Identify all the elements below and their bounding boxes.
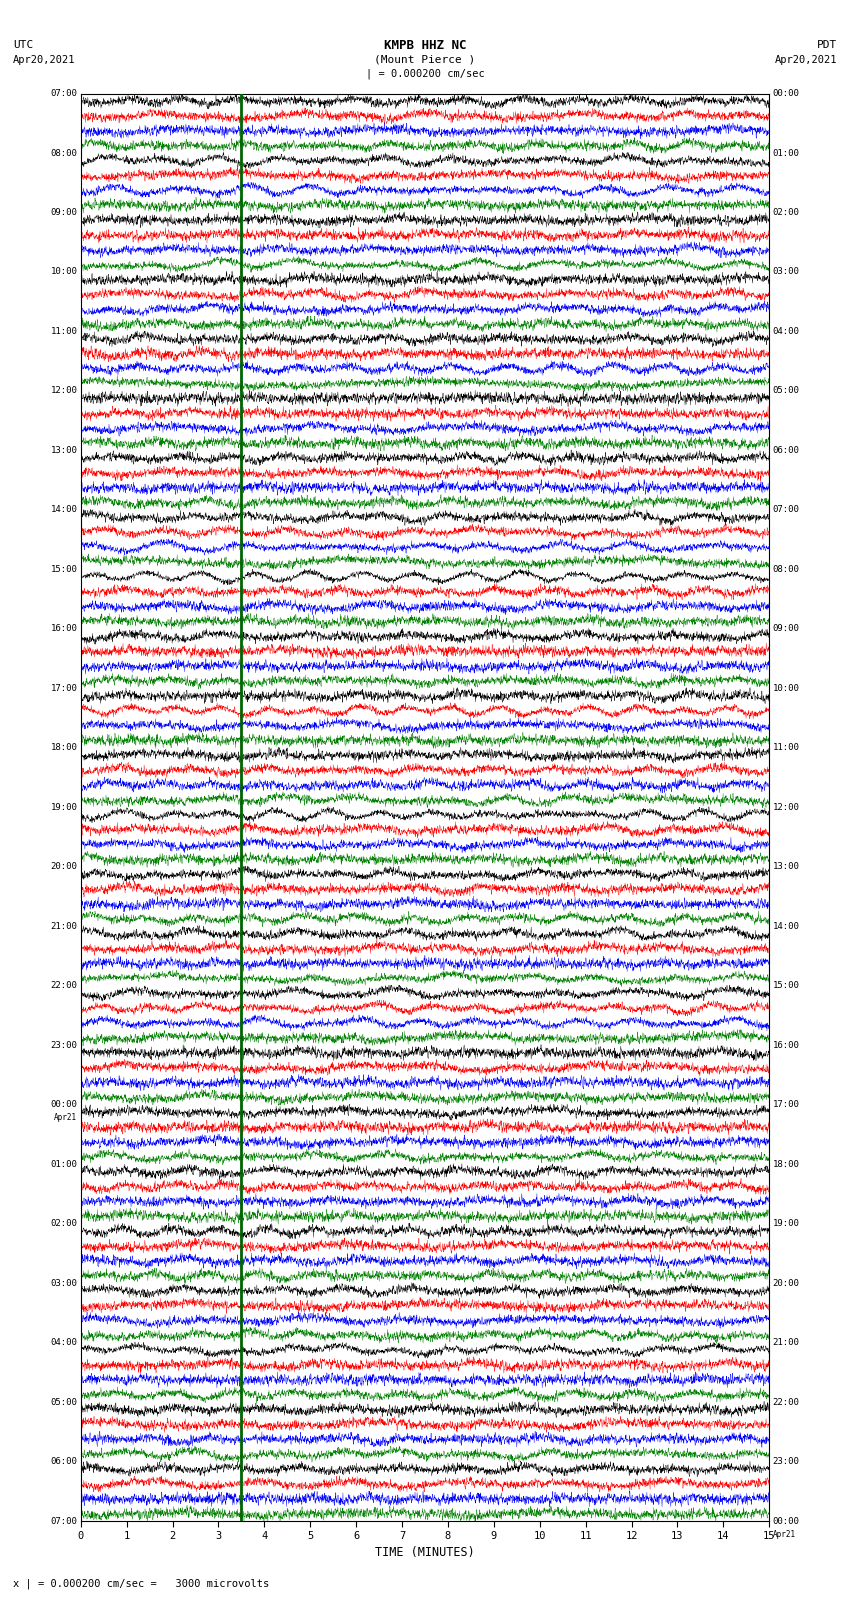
Text: 20:00: 20:00 (773, 1279, 800, 1287)
Text: 18:00: 18:00 (50, 744, 77, 752)
Text: 07:00: 07:00 (50, 1516, 77, 1526)
Text: 16:00: 16:00 (773, 1040, 800, 1050)
Text: x | = 0.000200 cm/sec =   3000 microvolts: x | = 0.000200 cm/sec = 3000 microvolts (13, 1579, 269, 1589)
Text: Apr20,2021: Apr20,2021 (774, 55, 837, 65)
Text: Apr20,2021: Apr20,2021 (13, 55, 76, 65)
Text: 00:00: 00:00 (50, 1100, 77, 1110)
Text: 00:00: 00:00 (773, 89, 800, 98)
Text: 06:00: 06:00 (50, 1457, 77, 1466)
Text: 22:00: 22:00 (773, 1397, 800, 1407)
Text: 23:00: 23:00 (773, 1457, 800, 1466)
Text: 09:00: 09:00 (50, 208, 77, 218)
Text: 22:00: 22:00 (50, 981, 77, 990)
Text: 02:00: 02:00 (773, 208, 800, 218)
Text: 14:00: 14:00 (773, 921, 800, 931)
Text: 19:00: 19:00 (773, 1219, 800, 1227)
Text: 04:00: 04:00 (50, 1339, 77, 1347)
Text: 20:00: 20:00 (50, 863, 77, 871)
Text: 03:00: 03:00 (50, 1279, 77, 1287)
Text: 16:00: 16:00 (50, 624, 77, 634)
Text: 00:00: 00:00 (773, 1516, 800, 1526)
Text: 15:00: 15:00 (773, 981, 800, 990)
Text: 12:00: 12:00 (50, 387, 77, 395)
Text: 12:00: 12:00 (773, 803, 800, 811)
Text: 08:00: 08:00 (50, 148, 77, 158)
Text: 08:00: 08:00 (773, 565, 800, 574)
X-axis label: TIME (MINUTES): TIME (MINUTES) (375, 1545, 475, 1558)
Text: 04:00: 04:00 (773, 327, 800, 336)
Text: 18:00: 18:00 (773, 1160, 800, 1169)
Text: 06:00: 06:00 (773, 445, 800, 455)
Text: PDT: PDT (817, 40, 837, 50)
Text: UTC: UTC (13, 40, 33, 50)
Text: 17:00: 17:00 (50, 684, 77, 694)
Text: 05:00: 05:00 (773, 387, 800, 395)
Text: 19:00: 19:00 (50, 803, 77, 811)
Text: 01:00: 01:00 (50, 1160, 77, 1169)
Text: 23:00: 23:00 (50, 1040, 77, 1050)
Text: 15:00: 15:00 (50, 565, 77, 574)
Text: 07:00: 07:00 (773, 505, 800, 515)
Text: 09:00: 09:00 (773, 624, 800, 634)
Text: 11:00: 11:00 (773, 744, 800, 752)
Text: 01:00: 01:00 (773, 148, 800, 158)
Text: 21:00: 21:00 (773, 1339, 800, 1347)
Text: | = 0.000200 cm/sec: | = 0.000200 cm/sec (366, 69, 484, 79)
Text: 02:00: 02:00 (50, 1219, 77, 1227)
Text: (Mount Pierce ): (Mount Pierce ) (374, 55, 476, 65)
Text: Apr21: Apr21 (773, 1529, 796, 1539)
Text: 14:00: 14:00 (50, 505, 77, 515)
Text: 03:00: 03:00 (773, 268, 800, 276)
Text: 07:00: 07:00 (50, 89, 77, 98)
Text: 13:00: 13:00 (773, 863, 800, 871)
Text: 17:00: 17:00 (773, 1100, 800, 1110)
Text: 13:00: 13:00 (50, 445, 77, 455)
Text: 10:00: 10:00 (50, 268, 77, 276)
Text: 10:00: 10:00 (773, 684, 800, 694)
Text: Apr21: Apr21 (54, 1113, 77, 1123)
Text: KMPB HHZ NC: KMPB HHZ NC (383, 39, 467, 52)
Text: 11:00: 11:00 (50, 327, 77, 336)
Text: 21:00: 21:00 (50, 921, 77, 931)
Text: 05:00: 05:00 (50, 1397, 77, 1407)
